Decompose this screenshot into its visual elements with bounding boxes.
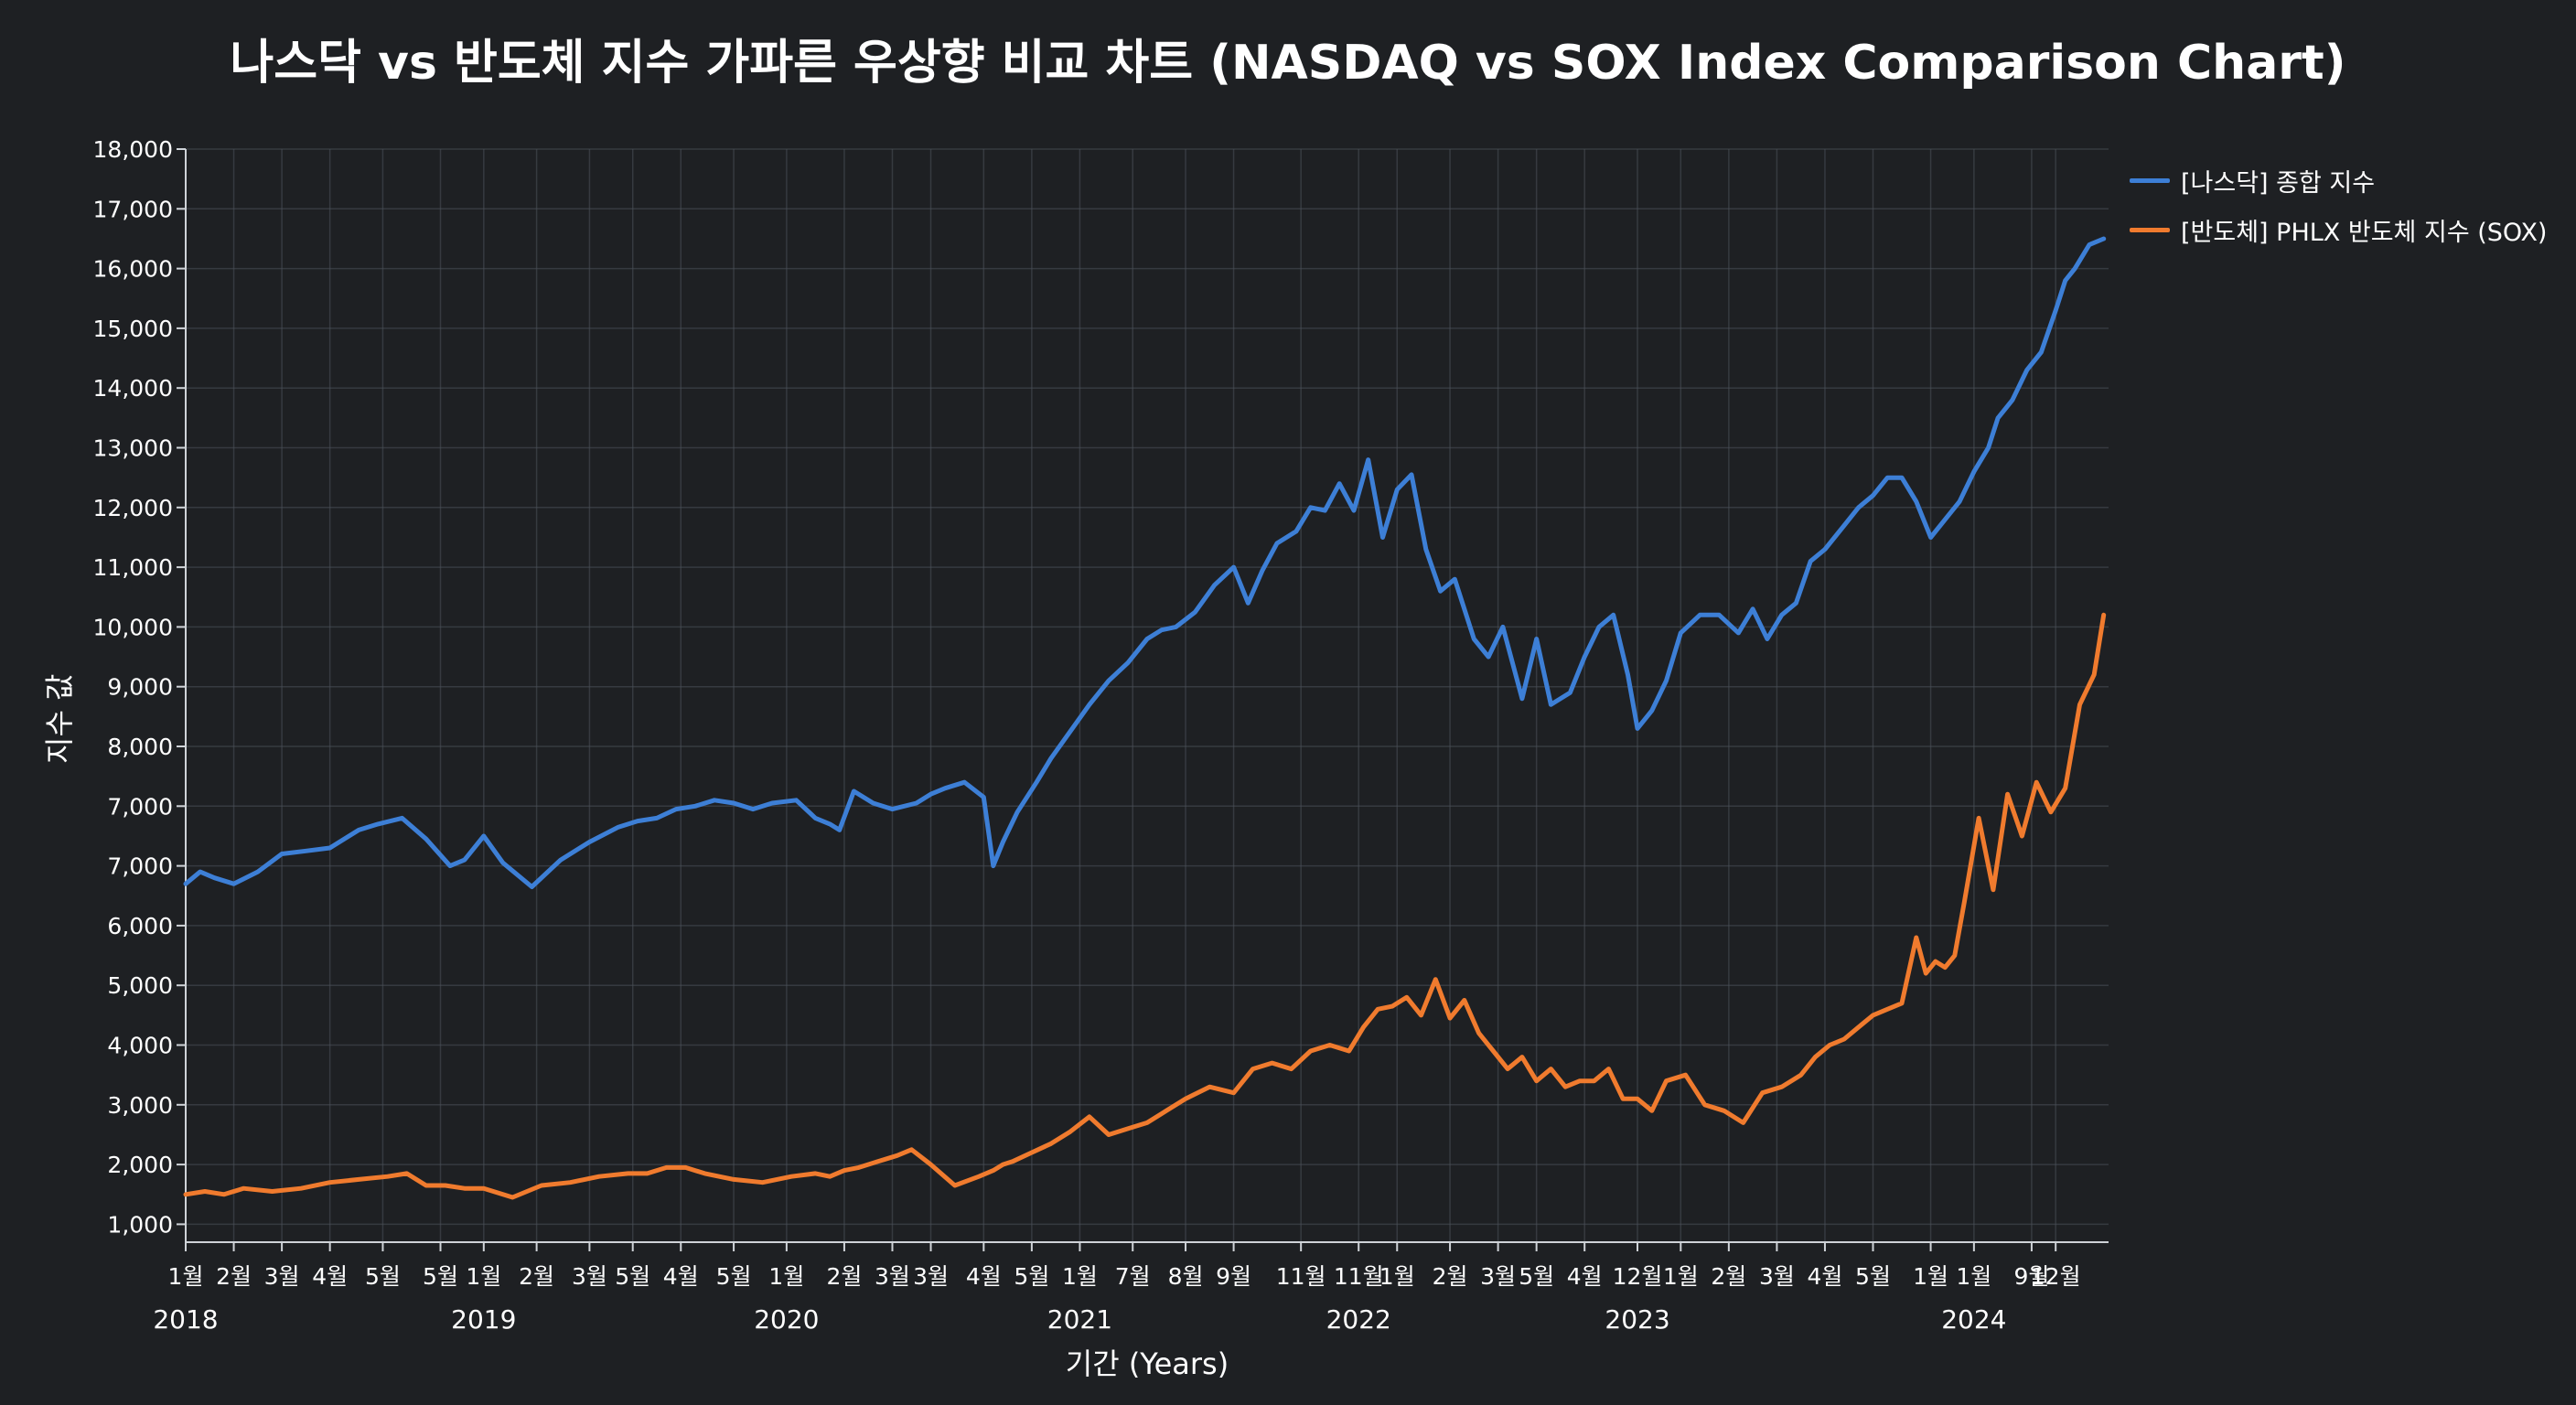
- y-tick-label: 13,000: [93, 435, 173, 462]
- x-tick-label: 1월: [1956, 1263, 1991, 1290]
- y-tick-label: 16,000: [93, 256, 173, 283]
- y-axis-label: 지수 값: [42, 673, 77, 765]
- legend-label-sox: [반도체] PHLX 반도체 지수 (SOX): [2181, 218, 2548, 247]
- x-tick-label: 4월: [312, 1263, 348, 1290]
- x-tick-label: 7월: [1115, 1263, 1151, 1290]
- x-tick-label: 3월: [875, 1263, 910, 1290]
- series-lines: [183, 236, 2107, 1200]
- x-axis-label: 기간 (Years): [1065, 1346, 1229, 1381]
- x-tick-label: 12월: [1613, 1263, 1663, 1290]
- legend-swatch-sox: [2130, 227, 2170, 232]
- x-tick-label: 1월: [1062, 1263, 1098, 1290]
- x-tick-label: 4월: [1808, 1263, 1843, 1290]
- x-tick-label: 9월: [2013, 1263, 2049, 1290]
- legend-swatch-nasdaq: [2130, 177, 2170, 183]
- x-tick-label: 3월: [572, 1263, 607, 1290]
- y-tick-label: 6,000: [107, 913, 173, 939]
- x-year-label: 2020: [754, 1304, 819, 1335]
- legend-label-nasdaq: [나스닥] 종합 지수: [2181, 168, 2376, 198]
- x-year-label: 2021: [1047, 1304, 1112, 1335]
- x-year-label: 2018: [153, 1304, 218, 1335]
- x-tick-label: 1월: [1913, 1263, 1948, 1290]
- y-tick-label: 17,000: [93, 196, 173, 222]
- x-tick-label: 5월: [365, 1263, 401, 1290]
- x-tick-label: 5월: [1014, 1263, 1049, 1290]
- x-tick-label: 4월: [663, 1263, 699, 1290]
- x-tick-label: 9월: [1216, 1263, 1251, 1290]
- y-tick-label: 2,000: [107, 1152, 173, 1178]
- chart-title: 나스닥 vs 반도체 지수 가파른 우상향 비교 차트 (NASDAQ vs S…: [230, 36, 2346, 91]
- legend-item-sox[interactable]: [반도체] PHLX 반도체 지수 (SOX): [2130, 205, 2547, 254]
- y-axis-ticks: 1,000 2,000 3,000 4,000 5,000 6,000 7,000 7,000…: [93, 136, 186, 1238]
- y-tick-label: 11,000: [93, 554, 173, 581]
- y-tick-label: 10,000: [93, 614, 173, 640]
- x-tick-label: 5월: [1519, 1263, 1554, 1290]
- x-tick-label: 2월: [826, 1263, 862, 1290]
- x-tick-label: 8월: [1168, 1263, 1204, 1290]
- x-year-label: 2022: [1326, 1304, 1391, 1335]
- y-tick-label: 4,000: [107, 1033, 173, 1059]
- y-tick-label: 5,000: [107, 972, 173, 999]
- x-tick-label: 2월: [1711, 1263, 1746, 1290]
- y-tick-label: 18,000: [93, 136, 173, 163]
- x-tick-label: 5월: [423, 1263, 458, 1290]
- y-tick-label: 7,000: [107, 853, 173, 880]
- x-tick-label: 3월: [264, 1263, 300, 1290]
- x-tick-label: 3월: [1759, 1263, 1795, 1290]
- x-tick-label: 5월: [1855, 1263, 1891, 1290]
- x-tick-label: 3월: [913, 1263, 949, 1290]
- y-tick-label: 14,000: [93, 375, 173, 402]
- x-year-label: 2023: [1605, 1304, 1669, 1335]
- x-tick-label: 11월: [1334, 1263, 1384, 1290]
- y-tick-label: 3,000: [107, 1092, 173, 1119]
- x-tick-label: 1월: [768, 1263, 804, 1290]
- x-tick-label: 1월: [1379, 1263, 1415, 1290]
- grid-lines: [185, 148, 2109, 1242]
- y-tick-label: 1,000: [107, 1211, 173, 1238]
- legend-item-nasdaq[interactable]: [나스닥] 종합 지수: [2130, 156, 2547, 205]
- x-tick-label: 2월: [216, 1263, 252, 1290]
- x-tick-label: 1월: [1663, 1263, 1699, 1290]
- y-tick-label: 9,000: [107, 674, 173, 701]
- x-tick-label: 3월: [1480, 1263, 1516, 1290]
- series-line-nasdaq: [183, 236, 2107, 889]
- x-tick-label: 2월: [519, 1263, 554, 1290]
- x-year-label: 2024: [1941, 1304, 2006, 1335]
- x-tick-label: 1월: [168, 1263, 204, 1290]
- y-tick-label: 15,000: [93, 316, 173, 342]
- x-tick-label: 11월: [1276, 1263, 1326, 1290]
- x-tick-label: 12월: [2031, 1263, 2081, 1290]
- series-line-sox: [183, 612, 2107, 1200]
- x-year-label: 2019: [451, 1304, 516, 1335]
- y-tick-label: 7,000: [107, 793, 173, 820]
- x-tick-label: 4월: [966, 1263, 1002, 1290]
- x-axis-ticks: 1월 2월 3월 4월 5월 5월 1월 2월 3월 5월 4월 5월 1월 2월 3월 3월 4월 5월 1월 7월…: [153, 1242, 2081, 1335]
- x-tick-label: 5월: [615, 1263, 650, 1290]
- chart-legend: [나스닥] 종합 지수 [반도체] PHLX 반도체 지수 (SOX): [2130, 156, 2547, 254]
- y-tick-label: 12,000: [93, 495, 173, 521]
- x-tick-label: 2월: [1433, 1263, 1468, 1290]
- y-tick-label: 8,000: [107, 734, 173, 760]
- axes: [185, 149, 2109, 1243]
- x-tick-label: 4월: [1567, 1263, 1603, 1290]
- x-tick-label: 1월: [466, 1263, 501, 1290]
- x-tick-label: 5월: [716, 1263, 752, 1290]
